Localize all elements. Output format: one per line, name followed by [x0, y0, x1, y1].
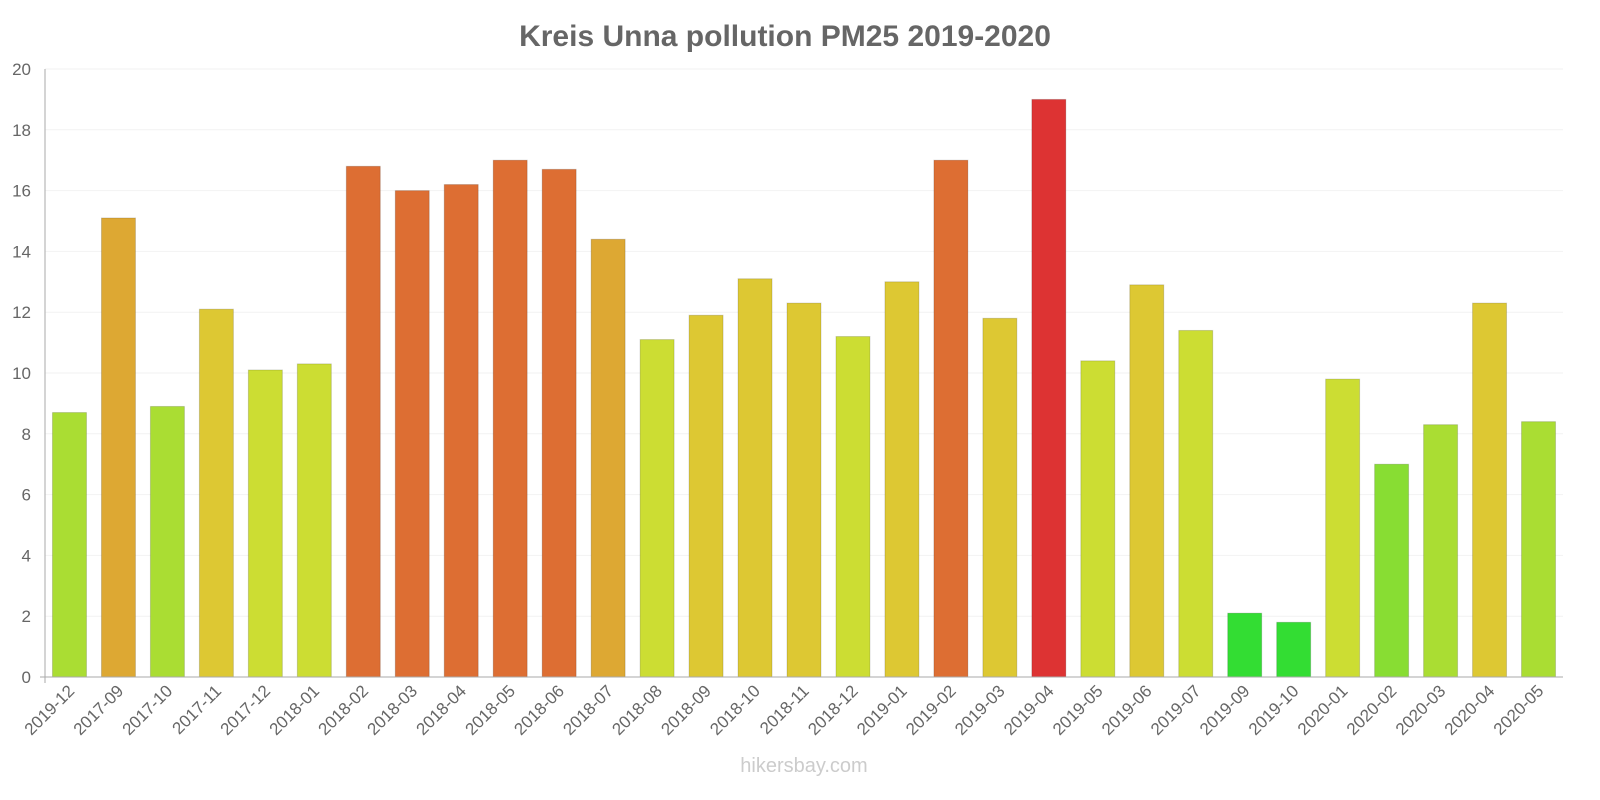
x-tick-label: 2018-03	[364, 681, 422, 739]
x-tick-label: 2020-01	[1294, 681, 1352, 739]
bar-2019-06	[1129, 284, 1165, 678]
x-tick-label: 2019-06	[1098, 681, 1156, 739]
bar-2019-03	[982, 317, 1018, 678]
bar-2019-12	[51, 412, 87, 678]
y-tick-label: 20	[12, 60, 31, 79]
x-tick-label: 2017-11	[169, 681, 226, 738]
x-tick-label: 2019-07	[1147, 681, 1205, 739]
bar-2018-04	[443, 184, 479, 678]
x-tick-label: 2018-11	[756, 681, 813, 738]
y-tick-label: 10	[12, 364, 31, 383]
x-tick-label: 2018-04	[413, 681, 471, 739]
bar-2018-11	[786, 302, 822, 678]
y-tick-label: 18	[12, 121, 31, 140]
bar-2017-10	[149, 405, 185, 678]
bar-2018-01	[296, 363, 332, 678]
x-tick-label: 2020-03	[1392, 681, 1450, 739]
x-tick-label: 2017-10	[119, 681, 177, 739]
x-tick-label: 2018-05	[461, 681, 519, 739]
y-tick-label: 0	[22, 668, 31, 687]
bar-2019-05	[1080, 360, 1116, 678]
y-tick-label: 12	[12, 303, 31, 322]
x-tick-label: 2019-12	[21, 681, 79, 739]
bar-2018-02	[345, 165, 381, 678]
x-tick-label: 2018-12	[804, 681, 862, 739]
x-tick-label: 2017-12	[217, 681, 275, 739]
bar-2020-01	[1325, 378, 1361, 678]
bar-2018-06	[541, 168, 577, 678]
bar-2018-09	[688, 314, 724, 678]
x-tick-label: 2019-03	[951, 681, 1009, 739]
x-tick-label: 2020-05	[1490, 681, 1548, 739]
x-tick-label: 2018-08	[608, 681, 666, 739]
bar-2019-02	[933, 159, 969, 678]
bar-2020-02	[1374, 463, 1410, 678]
bars	[51, 98, 1557, 678]
bar-2020-03	[1423, 424, 1459, 678]
bar-2018-08	[639, 339, 675, 678]
bar-2019-04	[1031, 98, 1067, 678]
y-tick-label: 2	[22, 607, 31, 626]
x-tick-label: 2019-09	[1196, 681, 1254, 739]
bar-2020-04	[1472, 302, 1508, 678]
bar-2017-09	[100, 217, 136, 678]
x-tick-label: 2019-01	[853, 681, 911, 739]
bar-2019-01	[884, 281, 920, 678]
y-tick-label: 16	[12, 182, 31, 201]
x-tick-label: 2019-10	[1245, 681, 1303, 739]
bar-2018-05	[492, 159, 528, 678]
bar-2019-10	[1276, 621, 1312, 678]
x-tick-label: 2019-05	[1049, 681, 1107, 739]
x-tick-label: 2018-07	[559, 681, 617, 739]
x-tick-label: 2017-09	[70, 681, 128, 739]
bar-2019-07	[1178, 329, 1214, 678]
bar-2019-09	[1227, 612, 1263, 678]
x-tick-label: 2018-10	[706, 681, 764, 739]
x-axis-ticks: 2019-122017-092017-102017-112017-122018-…	[21, 681, 1548, 739]
x-tick-label: 2018-02	[315, 681, 373, 739]
x-tick-label: 2020-02	[1343, 681, 1401, 739]
bar-2018-07	[590, 238, 626, 678]
bar-2017-12	[247, 369, 283, 678]
bar-2020-05	[1521, 421, 1557, 678]
bar-2018-12	[835, 336, 871, 678]
x-tick-label: 2020-04	[1441, 681, 1499, 739]
y-tick-label: 4	[22, 546, 31, 565]
bar-2018-10	[737, 278, 773, 678]
y-tick-label: 8	[22, 425, 31, 444]
y-tick-label: 14	[12, 242, 31, 261]
x-tick-label: 2018-06	[510, 681, 568, 739]
x-tick-label: 2018-09	[657, 681, 715, 739]
bar-2017-11	[198, 308, 234, 678]
bar-2018-03	[394, 190, 430, 678]
y-axis-ticks: 0 2 4 6 8 10 12 14 16 18 20	[12, 60, 31, 687]
x-tick-label: 2019-04	[1000, 681, 1058, 739]
watermark: hikersbay.com	[740, 755, 867, 777]
x-tick-label: 2019-02	[902, 681, 960, 739]
y-tick-label: 6	[22, 486, 31, 505]
x-tick-label: 2018-01	[266, 681, 324, 739]
chart-title: Kreis Unna pollution PM25 2019-2020	[519, 20, 1051, 53]
